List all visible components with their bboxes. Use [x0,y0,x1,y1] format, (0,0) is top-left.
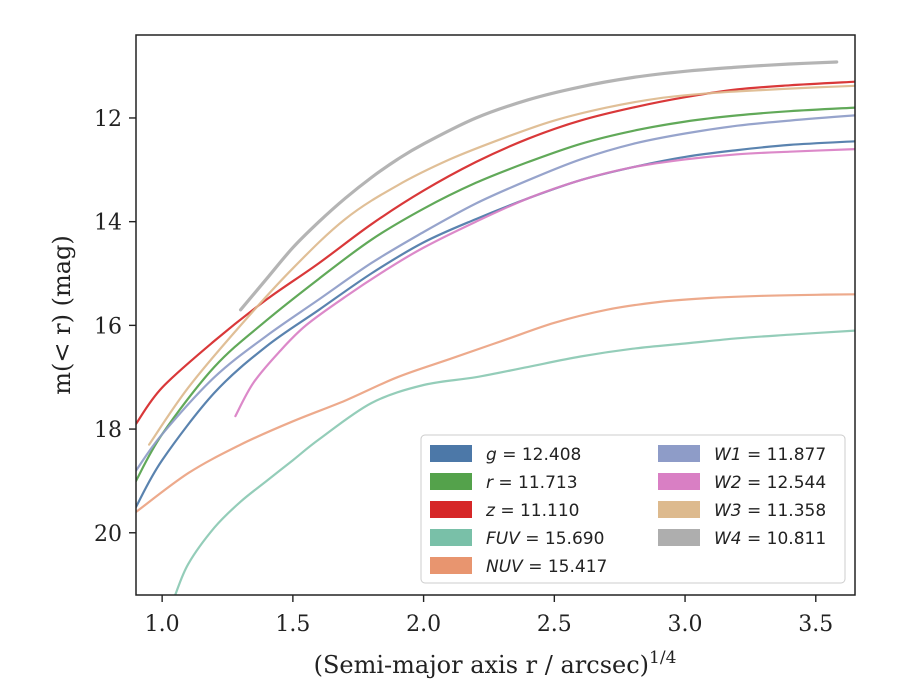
x-tick-label: 1.5 [275,612,310,637]
legend-label: W3 = 11.358 [714,501,826,521]
y-axis: 12 14 16 18 20 [94,107,136,547]
legend-label: W2 = 12.544 [714,473,826,493]
legend-swatch [658,529,700,546]
x-tick-label: 2.0 [406,612,441,637]
series-layer [136,60,855,595]
legend-swatch [658,445,700,462]
x-tick-label: 3.5 [798,612,833,637]
y-tick-label: 18 [94,418,122,443]
series-line [239,60,839,312]
x-tick-label: 1.0 [145,612,180,637]
legend-label: r = 11.713 [486,473,578,493]
legend-label: FUV = 15.690 [486,529,604,549]
series-line [234,148,855,418]
x-axis: 1.0 1.5 2.0 2.5 3.0 3.5 [145,595,833,637]
y-tick-label: 12 [94,107,122,132]
legend-label: W4 = 10.811 [714,529,826,549]
legend-swatch [430,501,472,518]
series-line [136,114,855,472]
legend-swatch [430,557,472,574]
y-tick-label: 16 [94,314,122,339]
legend-box [420,434,846,584]
y-tick-label: 20 [94,522,122,547]
legend-swatch [658,473,700,490]
plot-frame [135,34,856,596]
y-axis-label: m(< r) (mag) [48,235,76,394]
series-line [148,84,855,446]
legend-swatch [430,445,472,462]
legend-label: z = 11.110 [485,501,579,521]
x-axis-label: (Semi-major axis r / arcsec)1/4 [314,648,677,679]
y-tick-label: 14 [94,211,122,236]
legend-label: W1 = 11.877 [714,445,826,465]
series-line [136,106,855,482]
legend-swatch [658,501,700,518]
legend-swatch [430,529,472,546]
legend: g = 12.408 r = 11.713 z = 11.110 FUV = 15.6… [420,434,846,584]
legend-label: g = 12.408 [486,445,581,465]
legend-label: NUV = 15.417 [486,557,607,577]
x-tick-label: 3.0 [668,612,703,637]
x-tick-label: 2.5 [537,612,572,637]
legend-swatch [430,473,472,490]
